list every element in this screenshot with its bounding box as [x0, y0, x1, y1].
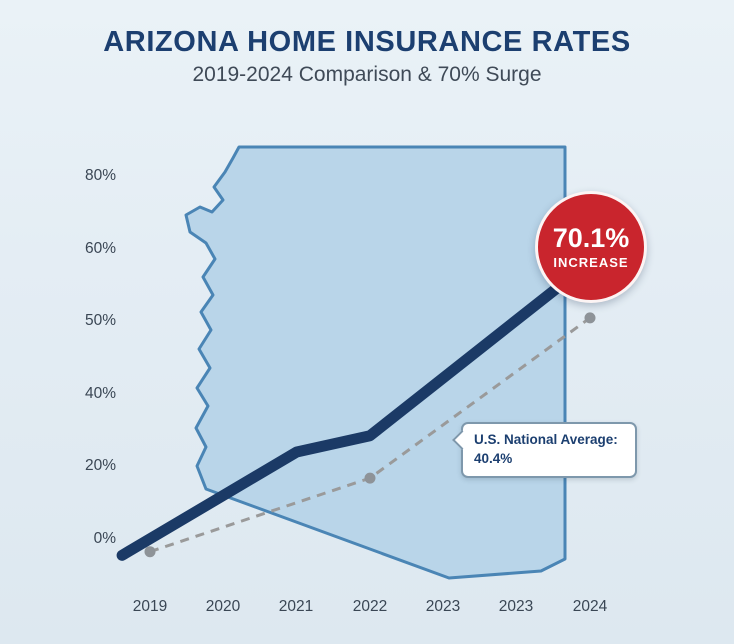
callout-value: 40.4% — [474, 450, 513, 466]
y-axis-label: 50% — [84, 312, 116, 329]
x-axis-label: 2019 — [132, 598, 168, 615]
increase-badge-value: 70.1% — [552, 223, 630, 254]
page-subtitle: 2019-2024 Comparison & 70% Surge — [192, 63, 542, 86]
data-point-marker — [144, 546, 156, 558]
increase-badge-label: INCREASE — [553, 254, 629, 270]
series-layer — [116, 279, 596, 561]
page-title: ARIZONA HOME INSURANCE RATES — [103, 26, 631, 58]
callout-title: U.S. National Average: — [474, 432, 618, 447]
x-axis-label: 2024 — [572, 598, 608, 615]
increase-badge: 70.1% INCREASE — [535, 191, 647, 303]
y-axis-label: 40% — [84, 385, 116, 402]
x-axis-label: 2021 — [278, 598, 314, 615]
y-axis-label: 20% — [84, 457, 116, 474]
data-point-marker — [584, 312, 596, 324]
national-average-callout: U.S. National Average: 40.4% — [452, 422, 637, 478]
arizona-rate-line — [116, 279, 567, 561]
y-axis-label: 80% — [84, 167, 116, 184]
x-axis-label: 2022 — [352, 598, 388, 615]
x-axis-label: 2023 — [425, 598, 461, 615]
y-axis-label: 60% — [84, 240, 116, 257]
x-axis-label: 2020 — [205, 598, 241, 615]
x-axis-label: 2023 — [498, 598, 534, 615]
arizona-state-shape — [184, 145, 567, 580]
y-axis-label: 0% — [93, 530, 116, 547]
data-point-marker — [364, 472, 376, 484]
